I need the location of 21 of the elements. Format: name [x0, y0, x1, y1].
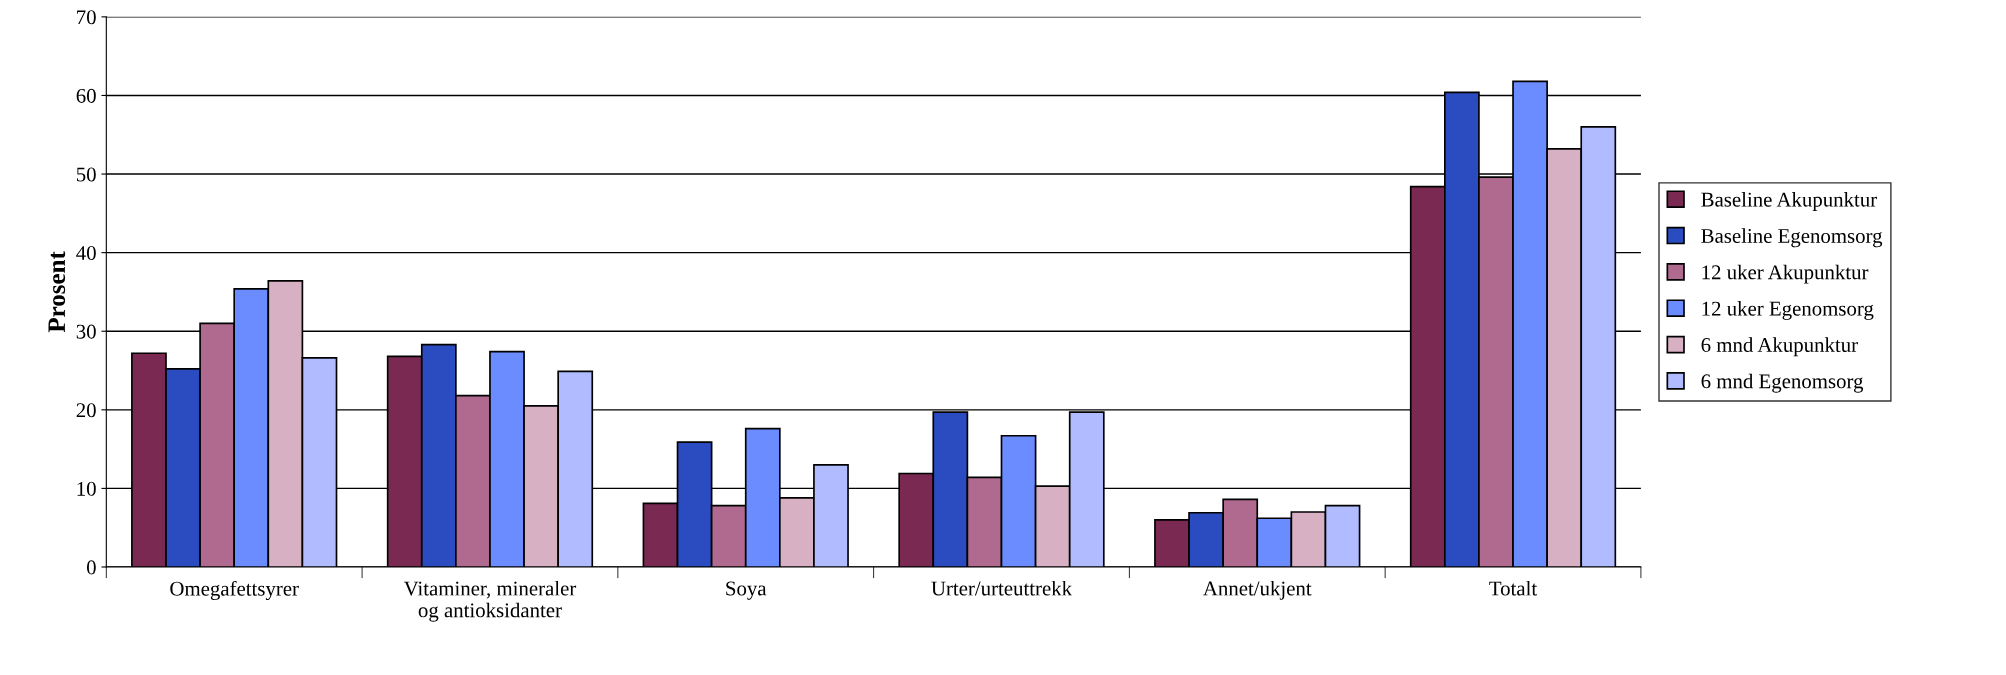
y-axis-title: Prosent	[48, 251, 66, 333]
y-tick-label: 60	[76, 88, 96, 103]
legend-label: 12 uker Akupunktur	[1702, 264, 1869, 284]
y-tick-label: 20	[76, 403, 96, 418]
legend-label: 12 uker Egenomsorg	[1702, 300, 1874, 320]
x-tick-label: Annet/ukjent	[1203, 580, 1312, 600]
y-tick-label: 10	[77, 481, 96, 496]
legend-label: 6 mnd Egenomsorg	[1701, 373, 1864, 393]
x-tick-label: Omegafettsyrer	[170, 580, 299, 601]
legend-label: Baseline Akupunktur	[1701, 192, 1877, 211]
x-tick-label: Urter/urteuttrekk	[931, 580, 1073, 596]
x-tick-label: Totalt	[1489, 580, 1538, 596]
y-tick-label: 40	[76, 246, 96, 261]
y-tick-label: 70	[77, 10, 96, 25]
x-tick-label: Vitaminer, mineraler og antioksidanter	[403, 580, 577, 622]
y-tick-label: 50	[76, 167, 96, 182]
y-tick-label: 0	[86, 560, 96, 575]
y-tick-label: 30	[76, 324, 96, 339]
legend-label: 6 mnd Akupunktur	[1701, 337, 1858, 357]
legend-label: Baseline Egenomsorg	[1701, 228, 1883, 248]
x-tick-label: Soya	[726, 581, 767, 600]
